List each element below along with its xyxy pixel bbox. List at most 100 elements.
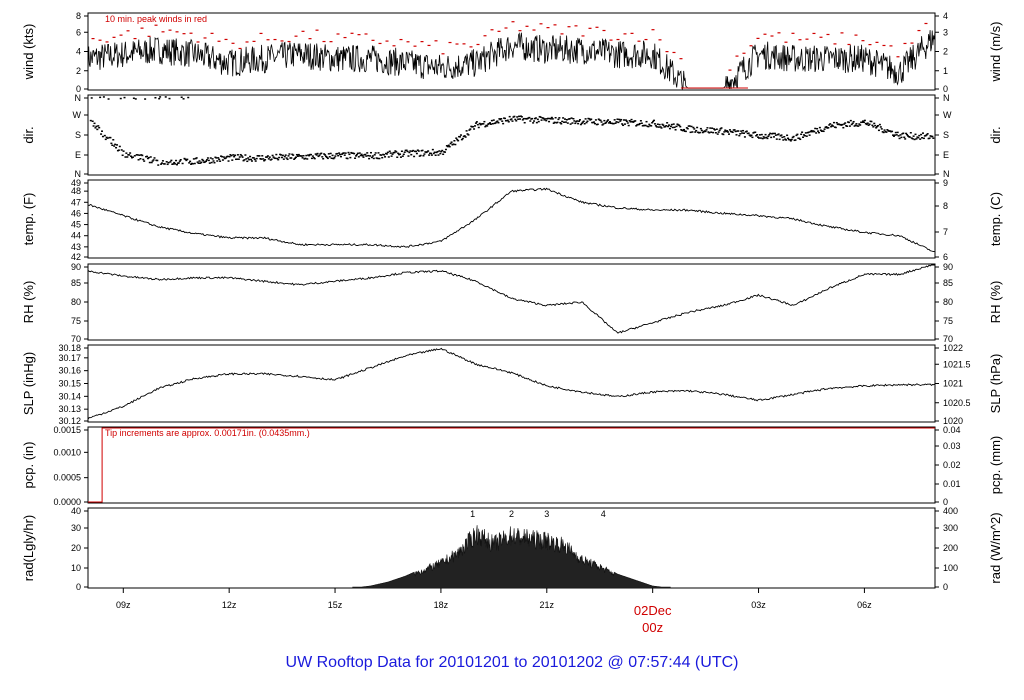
wind-dir-point	[816, 127, 819, 130]
wind-dir-point	[387, 156, 390, 158]
wind-dir-point	[545, 119, 548, 122]
wind-peak-dot	[427, 44, 431, 47]
wind-dir-point	[321, 156, 324, 158]
wind-dir-point	[235, 158, 238, 160]
wind-dir-point	[323, 153, 326, 155]
ytick-left-label: 47	[71, 197, 81, 207]
wind-dir-point	[280, 156, 283, 159]
wind-dir-point	[346, 157, 349, 160]
wind-dir-point	[817, 130, 820, 132]
wind-dir-point	[264, 159, 267, 161]
wind-dir-point	[417, 150, 420, 152]
wind-dir-point	[709, 127, 712, 129]
wind-dir-point	[431, 148, 434, 151]
wind-dir-point	[740, 130, 743, 132]
wind-dir-point	[174, 163, 177, 165]
wind-dir-point	[280, 154, 283, 156]
wind-dir-point	[292, 154, 295, 156]
wind-dir-point	[111, 144, 114, 146]
wind-dir-point	[188, 162, 191, 164]
wind-dir-point	[486, 125, 489, 127]
wind-dir-point	[704, 130, 707, 133]
wind-dir-point	[102, 96, 105, 98]
wind-dir-point	[97, 125, 100, 127]
wind-dir-point	[862, 120, 865, 122]
wind-dir-point	[659, 126, 662, 128]
wind-dir-point	[593, 122, 596, 125]
wind-peak-dot	[833, 43, 837, 45]
wind-dir-point	[606, 120, 609, 122]
wind-peak-dot	[343, 36, 347, 39]
wind-dir-point	[324, 155, 327, 158]
wind-dir-point	[726, 130, 729, 132]
wind-dir-point	[581, 121, 584, 123]
wind-dir-point	[147, 156, 150, 159]
wind-dir-point	[632, 121, 635, 123]
wind-dir-point	[847, 121, 850, 124]
wind-dir-point	[136, 154, 139, 156]
wind-dir-point	[605, 121, 608, 124]
wind-dir-point	[213, 161, 216, 164]
rad-marker: 2	[509, 509, 514, 519]
wind-dir-point	[624, 119, 627, 121]
wind-dir-point	[430, 154, 433, 156]
wind-dir-point	[712, 131, 715, 134]
wind-dir-point	[457, 139, 460, 142]
wind-peak-dot	[665, 51, 669, 53]
wind-dir-point	[870, 120, 873, 123]
wind-dir-point	[917, 136, 920, 139]
wind-dir-point	[906, 135, 909, 137]
wind-dir-point	[791, 136, 794, 139]
wind-peak-dot	[476, 43, 480, 46]
wind-dir-point	[344, 152, 347, 154]
wind-dir-point	[668, 127, 671, 130]
wind-dir-point	[683, 128, 686, 131]
wind-dir-point	[205, 160, 208, 163]
wind-peak-dot	[315, 29, 319, 31]
wind-dir-point	[158, 97, 161, 100]
wind-dir-point	[278, 156, 281, 159]
wind-dir-point	[369, 151, 372, 154]
wind-dir-point	[98, 126, 101, 129]
wind-dir-point	[189, 160, 192, 163]
ytick-right-label: 0	[943, 497, 948, 507]
wind-dir-point	[619, 120, 622, 122]
wind-dir-point	[134, 98, 137, 100]
wind-dir-point	[903, 136, 906, 139]
wind-peak-dot	[280, 40, 284, 42]
wind-dir-point	[331, 154, 334, 157]
wind-dir-point	[628, 119, 631, 122]
wind-dir-point	[574, 122, 577, 125]
wind-dir-point	[248, 158, 251, 161]
wind-dir-point	[590, 118, 593, 120]
wind-dir-point	[737, 130, 740, 132]
wind-dir-point	[616, 118, 619, 120]
wind-dir-point	[714, 132, 717, 134]
wind-dir-point	[243, 159, 246, 161]
wind-dir-point	[552, 122, 555, 124]
wind-dir-point	[339, 155, 342, 158]
wind-dir-point	[686, 127, 689, 130]
ylabel-right: temp. (C)	[988, 192, 1003, 246]
wind-dir-point	[218, 158, 221, 161]
wind-dir-point	[794, 139, 797, 141]
wind-dir-point	[460, 138, 463, 141]
wind-dir-point	[767, 135, 770, 138]
ytick-left-label: 48	[71, 186, 81, 196]
wind-dir-point	[429, 152, 432, 155]
wind-dir-point	[253, 158, 256, 161]
wind-dir-point	[440, 150, 443, 153]
wind-dir-point	[672, 123, 675, 125]
wind-dir-point	[671, 126, 674, 129]
wind-dir-point	[629, 121, 632, 123]
wind-dir-point	[544, 118, 547, 120]
panel-6	[84, 507, 939, 589]
wind-dir-point	[285, 157, 288, 159]
wind-peak-dot	[882, 44, 886, 47]
wind-dir-point	[175, 159, 178, 162]
wind-dir-point	[265, 156, 268, 158]
wind-dir-point	[433, 151, 436, 154]
wind-dir-point	[354, 155, 357, 157]
wind-dir-point	[561, 120, 564, 123]
wind-dir-point	[250, 160, 253, 162]
